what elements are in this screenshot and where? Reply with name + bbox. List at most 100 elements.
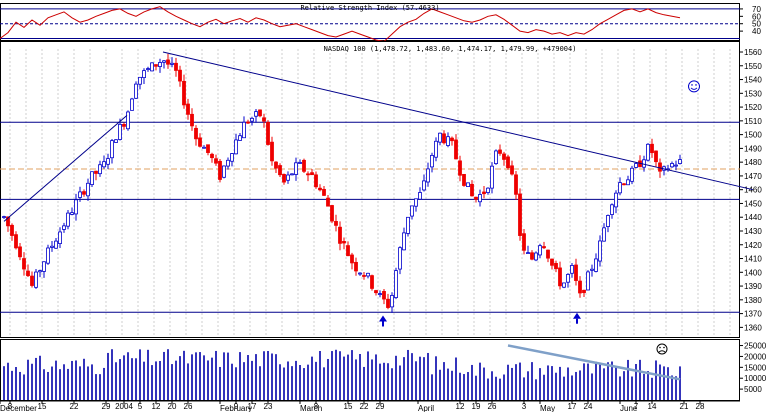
candle-body <box>382 291 386 300</box>
candle-body <box>110 140 114 159</box>
price-tick-label: 1450 <box>744 199 762 208</box>
up-arrow-icon <box>573 312 581 319</box>
x-month-label: December <box>0 404 37 412</box>
candle-body <box>454 139 458 160</box>
x-tick-label: 12 <box>456 402 465 411</box>
volume-tick-label: 25000 <box>744 342 767 351</box>
candle-body <box>46 247 50 264</box>
candle-body <box>370 275 374 289</box>
x-tick-label: 5 <box>138 402 143 411</box>
price-tick-label: 1500 <box>744 131 762 140</box>
candle-body <box>78 191 82 198</box>
x-tick-label: 3 <box>522 402 527 411</box>
candle-body <box>558 267 562 287</box>
candle-body <box>650 143 654 154</box>
candle-body <box>294 162 298 175</box>
candle-body <box>38 270 42 273</box>
frowny-eye <box>659 346 661 349</box>
candle-body <box>570 265 574 274</box>
rsi-tick-label: 70 <box>752 5 761 14</box>
x-tick-label: 15 <box>38 402 47 411</box>
candle-body <box>602 227 606 242</box>
rsi-line <box>0 6 681 43</box>
price-tick-label: 1400 <box>744 268 762 277</box>
candle-body <box>618 182 622 194</box>
candle-body <box>206 144 210 153</box>
rsi-frame <box>0 3 740 41</box>
candle-body <box>494 150 498 165</box>
x-tick-label: 8 <box>314 402 319 411</box>
candle-body <box>274 161 278 169</box>
candle-body <box>30 275 34 286</box>
price-tick-label: 1420 <box>744 241 762 250</box>
candle-body <box>654 150 658 163</box>
candle-body <box>490 165 494 189</box>
candle-body <box>194 127 198 140</box>
candle-body <box>614 192 618 208</box>
candle-body <box>222 165 226 178</box>
candle-body <box>258 109 262 117</box>
x-tick-label: 23 <box>264 402 273 411</box>
x-tick-label: 2004 <box>115 402 133 411</box>
candle-body <box>126 111 130 130</box>
candle-body <box>66 212 70 227</box>
candle-body <box>50 245 54 248</box>
candle-body <box>606 215 610 227</box>
x-month-label: February <box>220 404 252 412</box>
candle-body <box>198 137 202 147</box>
candle-body <box>578 280 582 294</box>
candle-body <box>246 121 250 124</box>
candle-body <box>118 123 122 140</box>
rsi-tick-label: 40 <box>752 27 761 36</box>
candle-body <box>674 164 678 167</box>
x-month-label: March <box>300 404 322 412</box>
frowny-eye <box>663 346 665 349</box>
candle-body <box>74 199 78 215</box>
price-tick-label: 1480 <box>744 158 762 167</box>
candle-body <box>86 182 90 197</box>
price-tick-label: 1410 <box>744 255 762 264</box>
candle-body <box>566 274 570 283</box>
candle-body <box>398 247 402 270</box>
candle-body <box>590 268 594 271</box>
candle-body <box>634 163 638 168</box>
x-tick-label: 19 <box>472 402 481 411</box>
price-tick-label: 1550 <box>744 62 762 71</box>
price-tick-label: 1460 <box>744 186 762 195</box>
candle-body <box>226 159 230 167</box>
candle-body <box>410 205 414 217</box>
candle-body <box>346 245 350 257</box>
frowny-icon <box>656 343 668 355</box>
candle-body <box>134 83 138 99</box>
candle-body <box>270 141 274 162</box>
candle-body <box>562 282 566 288</box>
up-arrow-stem <box>382 321 384 327</box>
price-tick-label: 1560 <box>744 48 762 57</box>
price-tick-label: 1470 <box>744 172 762 181</box>
price-title: NASDAQ 100 (1,478.72, 1,483.60, 1,474.17… <box>324 45 577 53</box>
candle-body <box>170 62 174 65</box>
candle-body <box>242 121 246 139</box>
frowny-mouth <box>658 350 666 353</box>
candle-body <box>390 295 394 308</box>
volume-bars <box>3 349 681 400</box>
candle-body <box>506 156 510 169</box>
candle-body <box>306 173 310 176</box>
candle-body <box>518 193 522 236</box>
x-tick-label: 12 <box>152 402 161 411</box>
price-tick-label: 1370 <box>744 310 762 319</box>
candle-body <box>402 232 406 251</box>
candle-body <box>422 180 426 191</box>
x-tick-label: 26 <box>184 402 193 411</box>
x-tick-label: 26 <box>488 402 497 411</box>
candle-body <box>210 153 214 159</box>
candle-body <box>342 241 346 244</box>
candle-body <box>162 60 166 63</box>
candle-body <box>314 174 318 188</box>
candle-body <box>290 173 294 176</box>
candle-body <box>358 272 362 275</box>
candle-body <box>142 70 146 79</box>
x-tick-label: 15 <box>344 402 353 411</box>
candle-body <box>530 252 534 260</box>
candle-body <box>438 132 442 143</box>
